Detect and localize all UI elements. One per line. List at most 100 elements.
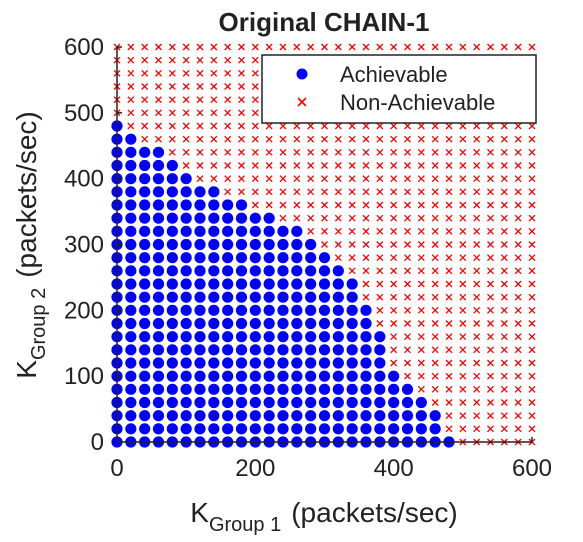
achievable-point [235,396,248,409]
non-achievable-point [473,359,481,367]
non-achievable-point [321,175,328,183]
achievable-point [194,396,206,409]
non-achievable-point [210,83,218,90]
non-achievable-point [487,293,494,301]
legend-box [261,54,537,124]
achievable-point [374,370,386,382]
non-achievable-point [459,359,467,367]
achievable-point [180,225,192,237]
non-achievable-point [224,175,232,183]
non-achievable-point [459,372,467,380]
achievable-point [291,238,303,251]
achievable-point [291,383,303,395]
achievable-point [318,423,331,435]
non-achievable-point [376,201,384,209]
achievable-point [277,396,289,409]
non-achievable-point [293,43,301,51]
non-achievable-point [293,214,301,222]
achievable-point [139,423,151,435]
achievable-point [305,317,317,330]
non-achievable-point [334,241,342,248]
achievable-point [222,265,234,277]
non-achievable-point [307,175,315,183]
non-achievable-point [265,188,273,196]
x-tick-label: 400 [374,455,414,482]
achievable-point [194,252,206,264]
achievable-point [291,331,303,343]
non-achievable-point [431,280,439,288]
achievable-point [152,225,165,237]
achievable-point [374,383,386,395]
achievable-point [208,410,220,422]
achievable-point [180,383,192,395]
achievable-point [318,383,331,395]
achievable-point [263,304,275,316]
achievable-point [305,252,317,264]
non-achievable-point [487,201,494,209]
achievable-point [166,331,178,343]
achievable-point [166,159,178,172]
y-axis-label-rest: (packets/sec) [11,111,42,278]
achievable-point [152,278,165,290]
non-achievable-point [251,122,259,130]
non-achievable-point [279,135,287,143]
achievable-point [249,370,261,382]
achievable-point [374,410,386,422]
non-achievable-point [445,425,453,433]
achievable-point [249,331,261,343]
non-achievable-point [528,188,536,196]
achievable-point [139,199,151,211]
non-achievable-point [514,372,522,380]
non-achievable-point [514,227,522,235]
non-achievable-point [348,201,356,209]
non-achievable-point [528,359,536,367]
non-achievable-point [376,122,384,130]
non-achievable-point [417,293,425,301]
achievable-point [332,410,344,422]
non-achievable-point [390,306,398,314]
non-achievable-point [155,56,162,64]
achievable-point [180,291,192,303]
non-achievable-point [528,320,536,327]
achievable-point [180,186,192,198]
non-achievable-point [376,148,384,156]
non-achievable-point [404,346,411,354]
non-achievable-point [362,175,370,183]
non-achievable-point [431,293,439,301]
non-achievable-point [390,241,398,248]
achievable-point [374,331,386,343]
legend-label-achievable: Achievable [340,62,448,87]
non-achievable-point [251,56,259,64]
non-achievable-point [334,148,342,156]
non-achievable-point [265,122,273,130]
non-achievable-point [487,188,494,196]
non-achievable-point [473,162,481,169]
non-achievable-point [210,175,218,183]
non-achievable-point [321,43,328,51]
non-achievable-point [334,188,342,196]
achievable-point [125,317,137,330]
non-achievable-point [279,175,287,183]
achievable-point [152,304,165,316]
achievable-point [263,357,275,369]
non-achievable-point [155,96,162,104]
non-achievable-point [417,227,425,235]
non-achievable-point [362,267,370,275]
non-achievable-point [500,201,508,209]
non-achievable-point [431,162,439,169]
non-achievable-point [528,306,536,314]
achievable-point [152,238,165,251]
non-achievable-point [431,135,439,143]
x-axis-label-sub: Group 1 [209,514,281,536]
non-achievable-point [390,227,398,235]
achievable-point [208,252,220,264]
achievable-point [139,252,151,264]
non-achievable-point [528,425,536,433]
achievable-point [208,265,220,277]
achievable-point [166,252,178,264]
achievable-point [125,304,137,316]
achievable-point [360,383,372,395]
achievable-point [249,265,261,277]
achievable-point [166,344,178,356]
